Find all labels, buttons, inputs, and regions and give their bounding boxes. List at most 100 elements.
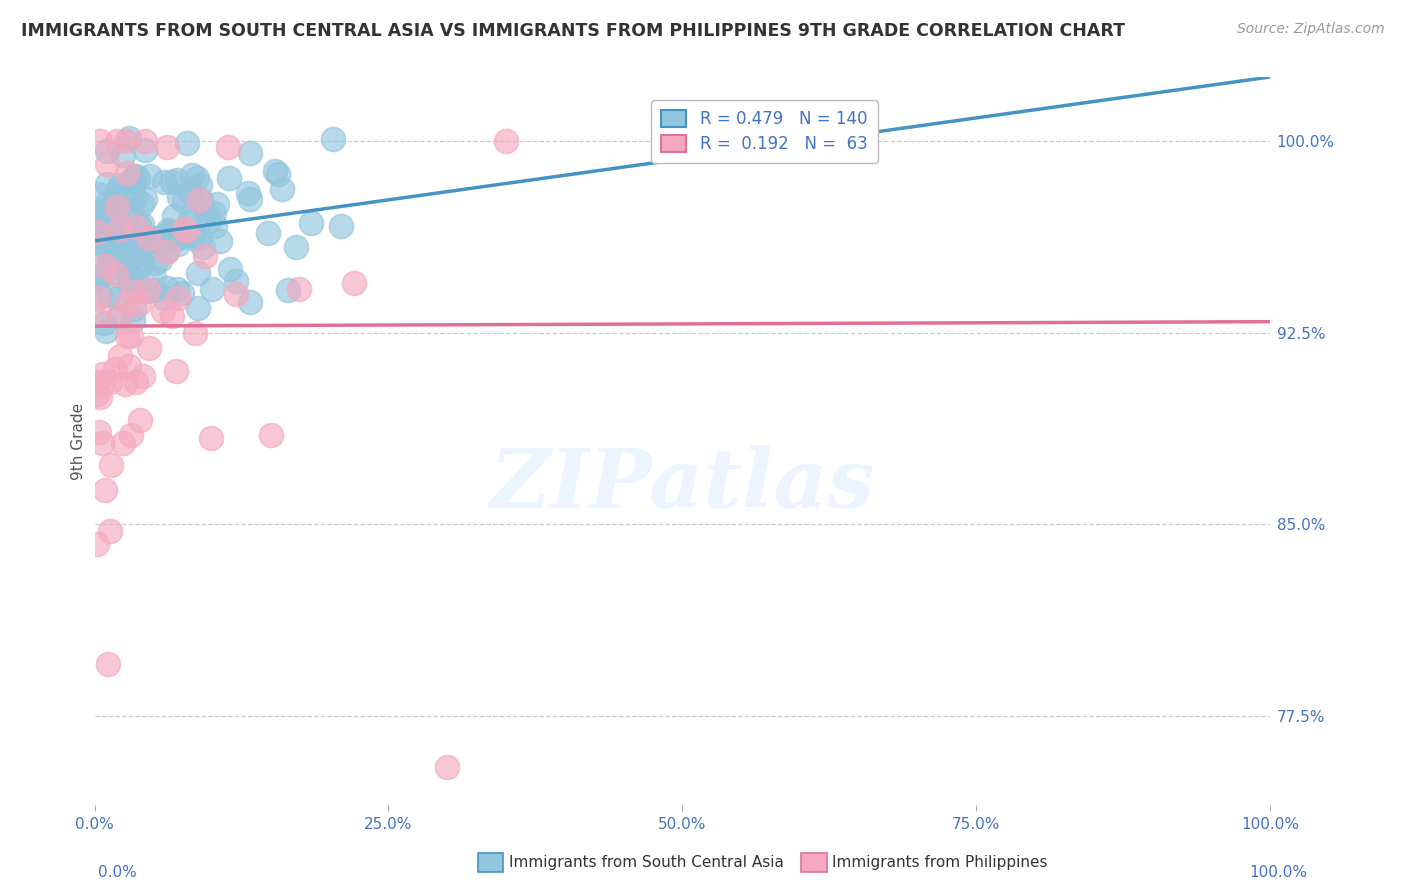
Point xyxy=(89,134,111,148)
Point xyxy=(104,199,127,213)
Point xyxy=(172,228,194,243)
Point xyxy=(96,324,118,338)
Point xyxy=(197,214,219,228)
Point xyxy=(134,192,156,206)
Point xyxy=(98,375,121,389)
Point xyxy=(89,270,111,285)
Point xyxy=(167,291,190,305)
Point xyxy=(124,302,146,317)
Point xyxy=(131,217,153,231)
Point xyxy=(190,194,212,208)
Point xyxy=(98,286,121,301)
Point xyxy=(125,233,148,247)
Point xyxy=(112,253,135,268)
Point xyxy=(96,145,118,159)
Point xyxy=(96,196,118,211)
Point xyxy=(239,192,262,206)
Point xyxy=(93,236,115,251)
Point xyxy=(135,285,157,299)
Point xyxy=(173,194,195,208)
Point xyxy=(122,242,145,256)
Point xyxy=(218,262,240,277)
Point xyxy=(157,225,180,239)
Point xyxy=(201,282,224,296)
Point xyxy=(108,350,131,364)
Point xyxy=(156,245,179,260)
Point xyxy=(166,172,188,186)
Point xyxy=(104,227,127,242)
Point xyxy=(264,164,287,178)
Point xyxy=(124,277,146,291)
Point xyxy=(87,230,110,244)
Text: 0.0%: 0.0% xyxy=(98,865,138,880)
Point xyxy=(184,326,207,341)
Point xyxy=(93,483,115,497)
Text: Immigrants from Philippines: Immigrants from Philippines xyxy=(832,855,1047,870)
Point xyxy=(187,230,209,244)
Point xyxy=(105,200,128,214)
Point xyxy=(86,537,108,551)
Point xyxy=(204,219,226,233)
Point xyxy=(89,287,111,301)
Point xyxy=(299,216,322,230)
Point xyxy=(124,273,146,287)
Point xyxy=(121,225,143,239)
Point xyxy=(125,262,148,277)
Point xyxy=(132,229,155,244)
Point xyxy=(114,376,136,391)
Point xyxy=(187,194,209,208)
Point xyxy=(155,228,177,243)
Point xyxy=(191,240,214,254)
Point xyxy=(194,204,217,219)
Point xyxy=(112,240,135,254)
Point xyxy=(90,268,112,283)
Point xyxy=(93,213,115,227)
Y-axis label: 9th Grade: 9th Grade xyxy=(72,402,86,480)
Point xyxy=(127,248,149,262)
Point xyxy=(96,178,118,192)
Point xyxy=(288,282,311,296)
Point xyxy=(166,282,188,296)
Point xyxy=(87,214,110,228)
Point xyxy=(134,134,156,148)
Point xyxy=(174,222,197,236)
Point xyxy=(117,166,139,180)
Point xyxy=(236,186,259,201)
Point xyxy=(87,308,110,322)
Point xyxy=(188,178,211,192)
Point xyxy=(131,197,153,211)
Point xyxy=(122,284,145,298)
Point xyxy=(89,390,111,404)
Point xyxy=(115,296,138,310)
Point xyxy=(120,224,142,238)
Point xyxy=(179,215,201,229)
Point xyxy=(217,140,239,154)
Point xyxy=(115,134,138,148)
Point xyxy=(153,234,176,248)
Text: IMMIGRANTS FROM SOUTH CENTRAL ASIA VS IMMIGRANTS FROM PHILIPPINES 9TH GRADE CORR: IMMIGRANTS FROM SOUTH CENTRAL ASIA VS IM… xyxy=(21,22,1125,40)
Point xyxy=(342,276,364,290)
Point xyxy=(271,182,294,196)
Point xyxy=(128,413,150,427)
Point xyxy=(125,375,148,389)
Point xyxy=(114,192,136,206)
Point xyxy=(118,275,141,289)
Point xyxy=(100,225,122,239)
Point xyxy=(114,239,136,253)
Point xyxy=(90,435,112,450)
Point xyxy=(86,268,108,283)
Point xyxy=(120,329,142,343)
Point xyxy=(165,364,187,378)
Point xyxy=(94,202,117,217)
Point xyxy=(96,240,118,254)
Point xyxy=(495,134,517,148)
Point xyxy=(108,308,131,322)
Point xyxy=(239,145,262,160)
Point xyxy=(87,291,110,305)
Point xyxy=(105,184,128,198)
Point xyxy=(86,225,108,239)
Point xyxy=(153,292,176,306)
Point xyxy=(142,271,165,285)
Point xyxy=(187,266,209,280)
Point xyxy=(143,255,166,269)
